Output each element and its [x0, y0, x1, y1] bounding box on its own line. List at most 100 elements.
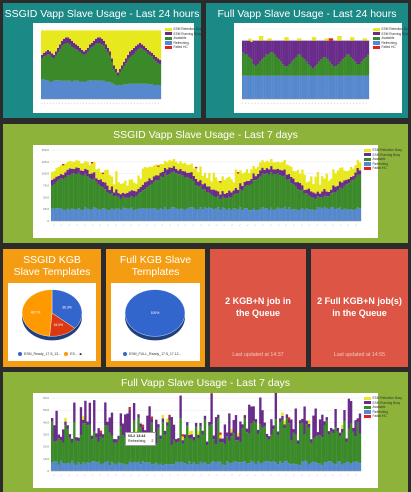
bar-segment — [257, 76, 259, 99]
y-tick-label: 25.0 — [43, 207, 49, 211]
bar-segment — [235, 170, 237, 188]
bar-segment — [352, 180, 354, 210]
bar-segment — [73, 209, 75, 221]
bar-segment — [299, 174, 301, 183]
bar-segment — [297, 440, 299, 444]
bar-segment — [277, 435, 279, 464]
bar-segment — [341, 41, 343, 60]
x-tick-label: — — [192, 224, 196, 228]
legend-item[interactable]: Failed HC — [364, 414, 402, 419]
bar-segment — [153, 59, 155, 85]
bar-segment — [332, 207, 334, 221]
bar-segment — [91, 163, 93, 173]
bar-segment — [146, 463, 148, 471]
bar-segment — [184, 434, 186, 438]
bar-segment — [204, 173, 206, 183]
bar-segment — [55, 56, 57, 81]
bar-segment — [354, 62, 356, 76]
x-tick-label: — — [239, 474, 243, 478]
bar-segment — [195, 427, 197, 464]
bar-segment — [64, 177, 66, 209]
bar-segment — [297, 182, 299, 189]
bar-segment — [103, 46, 105, 81]
bar-segment — [339, 436, 341, 461]
bar-segment — [137, 44, 139, 49]
bar-segment — [86, 462, 88, 471]
bar-segment — [191, 172, 193, 179]
bar-segment — [95, 182, 97, 209]
bar-segment — [354, 41, 356, 62]
bar-segment — [213, 196, 215, 209]
bar-segment — [341, 465, 343, 471]
x-tick-label: — — [301, 474, 305, 478]
bar-segment — [343, 180, 345, 185]
bar-segment — [155, 57, 157, 61]
bar-segment — [102, 182, 104, 187]
bar-segment — [334, 427, 336, 464]
bar-segment — [97, 43, 99, 81]
bar-segment — [171, 161, 173, 168]
bar-segment — [168, 174, 170, 209]
bar-segment — [91, 209, 93, 221]
bar-segment — [239, 442, 241, 462]
bar-segment — [332, 463, 334, 471]
bar-segment — [228, 191, 230, 197]
bar-segment — [89, 165, 91, 174]
bar-segment — [346, 184, 348, 209]
bar-segment — [367, 55, 369, 76]
bar-segment — [354, 420, 356, 436]
bar-segment — [60, 440, 62, 461]
bar-segment — [328, 209, 330, 221]
bar-segment — [191, 163, 193, 172]
bar-segment — [329, 76, 331, 99]
bar-segment — [306, 208, 308, 221]
bar-segment — [244, 187, 246, 208]
bar-segment — [270, 435, 272, 462]
bar-segment — [99, 43, 101, 81]
legend-next-arrow-icon[interactable]: ▶ — [80, 352, 83, 356]
bar-segment — [104, 462, 106, 471]
bar-segment — [49, 82, 51, 100]
x-tick-label: — — [365, 102, 369, 106]
bar-segment — [147, 54, 149, 85]
legend-item[interactable]: Failed HC — [364, 166, 402, 171]
bar-segment — [343, 209, 345, 221]
bar-segment — [323, 425, 325, 462]
x-tick-label: — — [208, 224, 212, 228]
bar-segment — [253, 406, 255, 421]
bar-segment — [257, 179, 259, 210]
x-tick-label: — — [146, 474, 150, 478]
bar-segment — [155, 175, 157, 180]
x-tick-label: — — [339, 224, 343, 228]
bar-segment — [350, 41, 352, 57]
bar-segment — [99, 30, 101, 37]
bar-segment — [71, 442, 73, 460]
legend-item[interactable]: Failed HC — [165, 45, 201, 50]
bar-segment — [93, 400, 95, 432]
bar-segment — [129, 57, 131, 84]
bar-segment — [184, 210, 186, 221]
bar-segment — [123, 30, 125, 62]
bar-segment — [275, 169, 277, 174]
bar-segment — [367, 41, 369, 55]
bar-segment — [191, 179, 193, 207]
bar-segment — [357, 175, 359, 208]
bar-segment — [326, 192, 328, 197]
pie-full-kgb-svg: 100% — [111, 283, 200, 361]
legend: ESM Retention Busy ESM Running Busy Availa… — [165, 27, 201, 50]
bar-segment — [286, 41, 288, 67]
bar-segment — [352, 76, 354, 99]
bar-segment — [117, 463, 119, 471]
bar-segment — [350, 57, 352, 76]
bar-segment — [143, 30, 145, 45]
legend-item[interactable]: Failed HC — [373, 45, 408, 50]
bar-segment — [281, 416, 283, 420]
bar-segment — [111, 177, 113, 187]
bar-segment — [107, 52, 109, 81]
bar-segment — [268, 461, 270, 471]
bar-segment — [191, 464, 193, 471]
bar-segment — [337, 462, 339, 471]
bar-segment — [57, 52, 59, 80]
x-tick-label: — — [153, 224, 157, 228]
bar-segment — [62, 429, 64, 442]
